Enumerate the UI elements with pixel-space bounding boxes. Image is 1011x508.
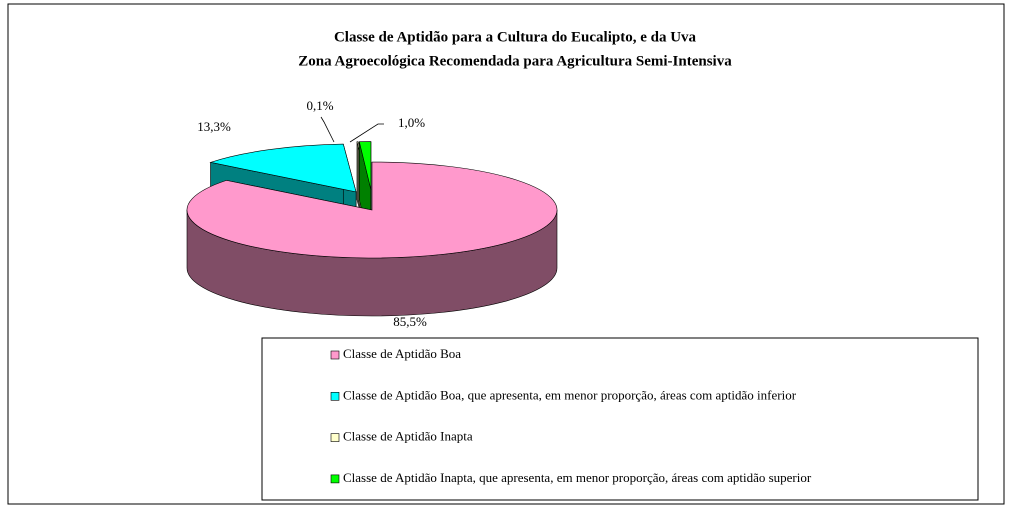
chart-subtitle: Zona Agroecológica Recomendada para Agri…: [298, 53, 732, 69]
legend-swatch: [330, 350, 340, 360]
slice-top: [209, 143, 357, 193]
legend: Classe de Aptidão Boa Classe de Aptidão B…: [330, 346, 812, 485]
data-label: 85,5%: [393, 314, 427, 329]
slice-top: [358, 141, 372, 190]
legend-swatch: [330, 391, 340, 401]
legend-box: [261, 337, 979, 501]
legend-label: Classe de Aptidão Inapta, que apresenta,…: [343, 470, 812, 485]
leader-line: [320, 116, 335, 143]
slice: [186, 161, 558, 317]
data-label: 1,0%: [398, 115, 425, 130]
leader-line: [349, 123, 384, 143]
data-label: 13,3%: [197, 119, 231, 134]
legend-swatch: [330, 433, 340, 442]
data-label: 0,1%: [306, 98, 333, 113]
pie: [186, 141, 558, 317]
legend-label: Classe de Aptidão Boa, que apresenta, em…: [343, 387, 797, 402]
slice-top: [186, 161, 558, 259]
legend-label: Classe de Aptidão Inapta: [343, 429, 473, 444]
chart-title: Classe de Aptidão para a Cultura do Euca…: [334, 29, 697, 45]
labels: 85,5% 13,3% 0,1% 1,0%: [197, 98, 427, 329]
legend-swatch: [330, 474, 340, 484]
legend-label: Classe de Aptidão Boa: [343, 346, 461, 361]
